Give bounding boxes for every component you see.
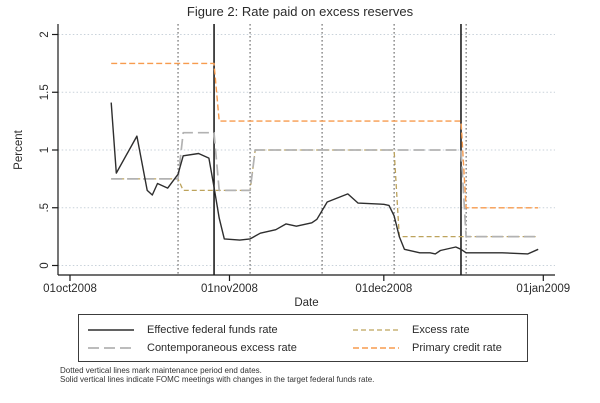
y-tick-label: 1.5 bbox=[39, 84, 51, 100]
x-axis-title: Date bbox=[294, 297, 318, 309]
legend-label: Effective federal funds rate bbox=[147, 324, 278, 336]
y-tick-label: 0 bbox=[39, 262, 51, 268]
x-tick-label: 01jan2009 bbox=[516, 283, 570, 295]
legend-key-contemporaneous-excess-rate bbox=[88, 347, 134, 349]
series-path-primary-credit-rate bbox=[111, 62, 539, 209]
series-path-effective-federal-funds-rate bbox=[110, 102, 539, 255]
y-axis-title: Percent bbox=[13, 129, 25, 169]
legend-key-primary-credit-rate bbox=[353, 347, 399, 349]
x-tick-label: 01oct2008 bbox=[43, 283, 97, 295]
legend-key-effective-federal-funds-rate bbox=[88, 329, 134, 331]
legend-item-primary-credit-rate: Primary credit rate bbox=[353, 340, 502, 356]
legend-item-contemporaneous-excess-rate: Contemporaneous excess rate bbox=[88, 340, 297, 356]
y-tick-label: .5 bbox=[39, 203, 51, 213]
series-path-excess-rate bbox=[111, 149, 539, 238]
footnote-dotted-lines: Dotted vertical lines mark maintenance p… bbox=[60, 366, 262, 375]
legend-key-excess-rate bbox=[353, 329, 399, 331]
legend-item-excess-rate: Excess rate bbox=[353, 322, 469, 338]
legend-label: Excess rate bbox=[412, 324, 470, 336]
legend-label: Primary credit rate bbox=[412, 342, 502, 354]
x-tick-label: 01nov2008 bbox=[201, 283, 258, 295]
footnote-solid-lines: Solid vertical lines indicate FOMC meeti… bbox=[60, 375, 375, 384]
legend-label: Contemporaneous excess rate bbox=[147, 342, 297, 354]
y-tick-label: 2 bbox=[39, 31, 51, 37]
y-tick-label: 1 bbox=[39, 147, 51, 153]
x-tick-label: 01dec2008 bbox=[355, 283, 412, 295]
chart-title: Figure 2: Rate paid on excess reserves bbox=[186, 4, 414, 19]
series-path-contemporaneous-excess-rate bbox=[111, 131, 539, 238]
legend-item-effective-federal-funds-rate: Effective federal funds rate bbox=[88, 322, 278, 338]
legend-box: Effective federal funds rate Excess rate… bbox=[78, 314, 528, 362]
